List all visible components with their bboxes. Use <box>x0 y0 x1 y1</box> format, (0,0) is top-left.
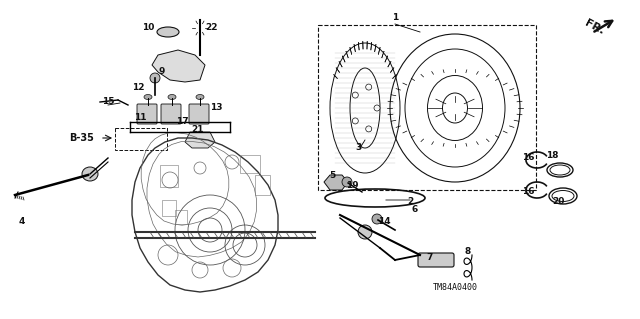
Circle shape <box>365 126 372 132</box>
Polygon shape <box>185 132 215 148</box>
Text: 18: 18 <box>546 151 558 160</box>
Circle shape <box>372 214 382 224</box>
Bar <box>160 165 178 187</box>
Text: 13: 13 <box>210 103 222 113</box>
Text: 3: 3 <box>355 144 361 152</box>
Text: 12: 12 <box>132 84 144 93</box>
Circle shape <box>374 105 380 111</box>
Text: 19: 19 <box>346 181 358 189</box>
Text: 16: 16 <box>522 188 534 197</box>
Bar <box>175 210 187 224</box>
Circle shape <box>150 73 160 83</box>
Ellipse shape <box>168 94 176 100</box>
Bar <box>115 128 167 150</box>
Text: 8: 8 <box>465 248 471 256</box>
Text: 4: 4 <box>19 218 25 226</box>
FancyBboxPatch shape <box>189 104 209 124</box>
Ellipse shape <box>157 27 179 37</box>
Text: 15: 15 <box>102 98 115 107</box>
Polygon shape <box>324 175 348 190</box>
Circle shape <box>342 177 352 187</box>
FancyBboxPatch shape <box>137 104 157 124</box>
Circle shape <box>352 92 358 98</box>
Text: B-35: B-35 <box>70 133 95 143</box>
Text: 16: 16 <box>522 153 534 162</box>
Text: 9: 9 <box>159 68 165 77</box>
Text: 14: 14 <box>378 218 390 226</box>
Text: FR.: FR. <box>583 18 606 36</box>
Text: 10: 10 <box>142 24 154 33</box>
Text: 7: 7 <box>427 254 433 263</box>
Text: 11: 11 <box>134 114 147 122</box>
Bar <box>318 25 536 190</box>
Text: 1: 1 <box>392 13 398 23</box>
Text: 22: 22 <box>205 24 218 33</box>
Polygon shape <box>152 50 205 82</box>
Text: 21: 21 <box>192 125 204 135</box>
Ellipse shape <box>144 94 152 100</box>
Circle shape <box>358 225 372 239</box>
Bar <box>255 175 270 195</box>
Circle shape <box>365 84 372 90</box>
Ellipse shape <box>82 167 98 181</box>
Bar <box>240 155 260 173</box>
Text: 17: 17 <box>176 117 188 127</box>
Bar <box>162 200 176 216</box>
FancyBboxPatch shape <box>161 104 181 124</box>
Circle shape <box>352 118 358 124</box>
Text: 2: 2 <box>407 197 413 206</box>
Text: 20: 20 <box>552 197 564 206</box>
FancyBboxPatch shape <box>418 253 454 267</box>
Text: 5: 5 <box>329 170 335 180</box>
Text: 6: 6 <box>412 205 418 214</box>
Text: TM84A0400: TM84A0400 <box>433 284 477 293</box>
Ellipse shape <box>196 94 204 100</box>
